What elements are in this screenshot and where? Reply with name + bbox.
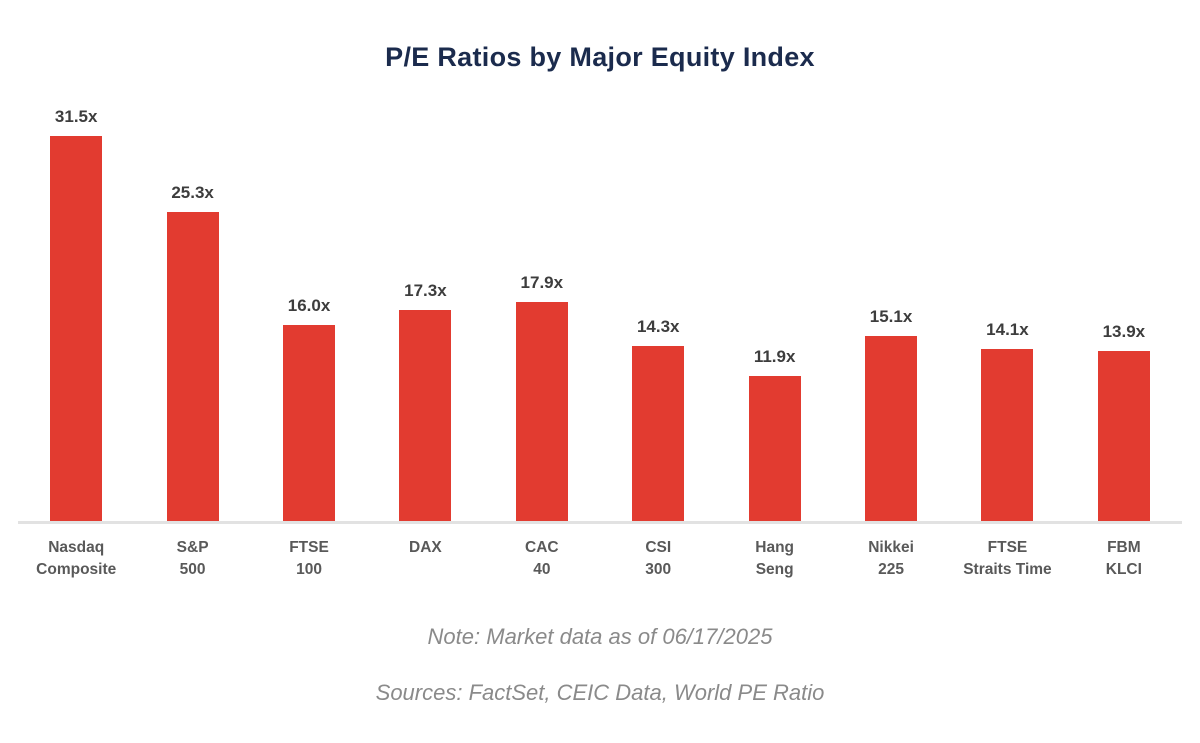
x-axis-line — [18, 521, 1182, 524]
category-label: CAC 40 — [525, 539, 559, 578]
bar-value-label: 17.3x — [404, 280, 447, 300]
category-label: FBM KLCI — [1105, 539, 1142, 578]
category-label: Nasdaq Composite — [36, 539, 117, 578]
sources-text: Sources: FactSet, CEIC Data, World PE Ra… — [375, 680, 825, 705]
bar-value-label: 14.1x — [986, 319, 1029, 339]
note-text: Note: Market data as of 06/17/2025 — [427, 624, 773, 649]
category-label: Hang Seng — [755, 539, 795, 578]
bar-column: 11.9x — [716, 347, 832, 521]
category-label: S&P 500 — [176, 539, 209, 578]
bar-column: 31.5x — [18, 107, 134, 521]
bar-value-label: 31.5x — [54, 107, 98, 126]
bar — [399, 309, 452, 521]
plot-area: 31.5x 25.3x 16.0x 17.3x 17.9x 14.3x 11.9… — [18, 0, 1182, 521]
category-label: Nikkei 225 — [868, 539, 914, 578]
bar-value-label: 13.9x — [1102, 322, 1146, 342]
bar-value-label: 17.9x — [520, 273, 564, 293]
bar-column: 14.1x — [949, 320, 1065, 521]
category-label: DAX — [409, 539, 442, 556]
bar-value-label: 11.9x — [753, 346, 796, 366]
bar-column: 17.3x — [367, 281, 483, 521]
bar-value-label: 15.1x — [869, 307, 913, 327]
bar-column: 13.9x — [1066, 322, 1182, 521]
bar — [166, 211, 219, 521]
bar-column: 15.1x — [833, 307, 949, 521]
bar-value-label: 25.3x — [171, 182, 214, 202]
bar — [632, 346, 685, 521]
x-axis-labels: Nasdaq Composite S&P 500 FTSE 100 DAX CAC 40… — [18, 537, 1182, 581]
bar — [748, 375, 801, 521]
category-label: CSI 300 — [645, 539, 672, 578]
bar-value-label: 14.3x — [636, 317, 680, 337]
bar — [1097, 351, 1150, 521]
bar-column: 17.9x — [484, 273, 600, 521]
category-label: FTSE Straits Time — [963, 539, 1052, 578]
bar — [515, 302, 568, 521]
bar — [283, 325, 336, 521]
bar-column: 25.3x — [134, 183, 250, 521]
chart-title: P/E Ratios by Major Equity Index — [385, 42, 815, 72]
bar — [981, 348, 1034, 521]
bar-column: 16.0x — [251, 296, 367, 521]
bar-column: 14.3x — [600, 317, 716, 521]
bar — [50, 136, 103, 521]
bar-value-label: 16.0x — [287, 296, 331, 316]
bar — [865, 336, 918, 521]
category-label: FTSE 100 — [289, 539, 329, 578]
